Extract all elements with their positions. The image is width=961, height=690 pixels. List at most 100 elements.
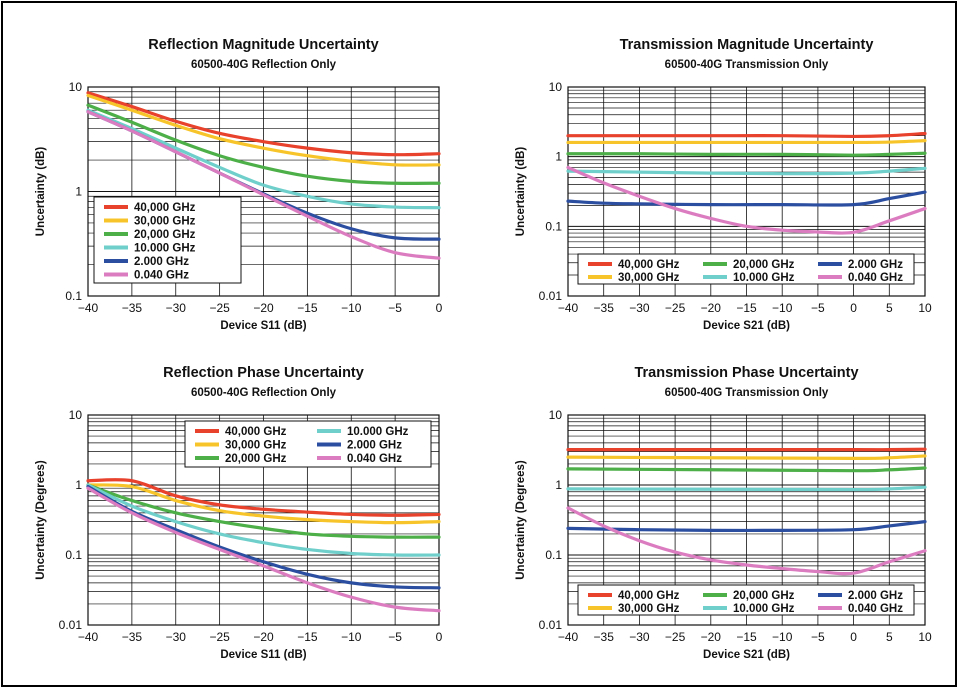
x-tick-label: 5 (886, 301, 893, 315)
series-line-40-000-ghz (566, 447, 927, 452)
series-line-0-040-ghz (566, 165, 927, 235)
legend-label: 0.040 GHz (347, 453, 402, 465)
series-line-10-000-ghz (566, 166, 927, 176)
series-line-40-000-ghz (86, 478, 441, 517)
chart-panel-3: Reflection Phase Uncertainty 60500-40G Re… (35, 365, 443, 661)
x-tick-label: −20 (701, 301, 722, 315)
legend-label: 0.040 GHz (848, 603, 903, 615)
x-tick-label: −25 (665, 630, 686, 644)
y-axis-label: Uncertainty (Degrees) (35, 460, 47, 580)
chart-subtitle: 60500-40G Transmission Only (665, 387, 829, 399)
x-tick-label: −25 (209, 301, 230, 315)
legend-label: 30,000 GHz (134, 216, 196, 228)
chart-subtitle: 60500-40G Reflection Only (191, 387, 337, 399)
series-line-10-000-ghz (86, 483, 441, 557)
series-line-30-000-ghz (86, 483, 441, 525)
series-line-0-040-ghz (566, 506, 927, 576)
y-tick-label: 1 (555, 150, 562, 164)
y-tick-label: 10 (69, 408, 83, 422)
chart-title: Transmission Magnitude Uncertainty (620, 37, 874, 53)
x-tick-label: −5 (811, 301, 825, 315)
y-axis-label: Uncertainty (Degrees) (515, 460, 527, 580)
x-tick-label: 10 (918, 630, 932, 644)
y-axis-label: Uncertainty (dB) (35, 147, 47, 237)
y-tick-label: 0.01 (539, 618, 563, 632)
x-tick-label: −35 (594, 301, 615, 315)
x-tick-label: −10 (341, 301, 362, 315)
y-tick-label: 0.1 (65, 548, 82, 562)
chart-panel-1: Reflection Magnitude Uncertainty 60500-40… (35, 37, 443, 332)
y-tick-label: 0.01 (539, 289, 563, 303)
legend-box (577, 584, 915, 616)
x-tick-label: −5 (388, 630, 402, 644)
y-tick-label: 1 (75, 478, 82, 492)
x-tick-label: −40 (78, 301, 99, 315)
x-tick-label: −25 (209, 630, 230, 644)
series-line-30-000-ghz (566, 454, 927, 460)
legend-label: 10.000 GHz (733, 272, 795, 284)
legend-label: 10.000 GHz (733, 603, 795, 615)
legend-label: 0.040 GHz (134, 270, 189, 282)
series-line-40-000-ghz (86, 91, 441, 157)
y-tick-label: 10 (69, 80, 83, 94)
x-tick-label: −30 (166, 301, 187, 315)
series-line-10-000-ghz (566, 485, 927, 492)
legend-label: 20,000 GHz (134, 229, 196, 241)
series-line-0-040-ghz (86, 486, 441, 613)
legend-label: 30,000 GHz (225, 440, 287, 452)
x-tick-label: −5 (811, 630, 825, 644)
x-tick-label: −15 (297, 630, 318, 644)
x-tick-label: −30 (629, 301, 650, 315)
x-tick-label: 0 (850, 630, 857, 644)
legend-label: 2.000 GHz (347, 440, 402, 452)
series-line-20-000-ghz (566, 466, 927, 473)
legend-label: 20,000 GHz (733, 259, 795, 271)
series-line-2-000-ghz (86, 484, 441, 590)
legend-label: 20,000 GHz (733, 590, 795, 602)
x-tick-label: 0 (436, 301, 443, 315)
x-tick-label: −20 (701, 630, 722, 644)
plot-area-border (567, 414, 926, 626)
x-tick-label: −35 (122, 301, 143, 315)
x-tick-label: −10 (772, 301, 793, 315)
series-line-30-000-ghz (566, 139, 927, 145)
legend-label: 2.000 GHz (848, 259, 903, 271)
x-tick-label: 0 (436, 630, 443, 644)
x-tick-label: −35 (594, 630, 615, 644)
chart-panel-4: Transmission Phase Uncertainty 60500-40G … (515, 365, 932, 661)
x-tick-label: −30 (629, 630, 650, 644)
x-tick-label: −10 (341, 630, 362, 644)
y-tick-label: 1 (75, 185, 82, 199)
x-tick-label: −15 (736, 301, 757, 315)
plot-area-border (87, 414, 440, 626)
legend-label: 40,000 GHz (134, 202, 196, 214)
series-line-2-000-ghz (566, 190, 927, 207)
x-tick-label: −20 (253, 630, 274, 644)
legend-label: 30,000 GHz (618, 272, 680, 284)
x-axis-label: Device S11 (dB) (220, 320, 306, 332)
legend-box (93, 196, 242, 284)
chart-title: Reflection Phase Uncertainty (163, 365, 364, 381)
x-tick-label: 5 (886, 630, 893, 644)
x-tick-label: −40 (78, 630, 99, 644)
x-axis-label: Device S21 (dB) (703, 320, 790, 332)
legend-label: 10.000 GHz (347, 426, 409, 438)
series-line-40-000-ghz (566, 131, 927, 139)
x-tick-label: −35 (122, 630, 143, 644)
legend-box (577, 253, 915, 285)
series-line-20-000-ghz (86, 103, 441, 185)
y-tick-label: 0.1 (545, 548, 562, 562)
legend-label: 2.000 GHz (848, 590, 903, 602)
x-tick-label: 0 (850, 301, 857, 315)
x-tick-label: −40 (558, 630, 579, 644)
y-tick-label: 1 (555, 478, 562, 492)
series-line-20-000-ghz (566, 151, 927, 157)
y-axis-label: Uncertainty (dB) (515, 147, 527, 237)
chart-title: Reflection Magnitude Uncertainty (148, 37, 378, 53)
legend-label: 20,000 GHz (225, 453, 287, 465)
x-tick-label: −5 (388, 301, 402, 315)
